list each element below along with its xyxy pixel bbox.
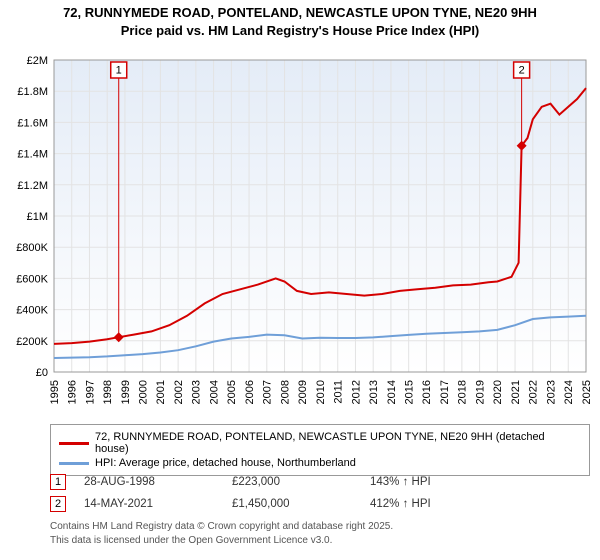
x-tick-label: 2003: [191, 380, 203, 404]
x-tick-label: 2005: [226, 380, 238, 404]
chart-title-block: 72, RUNNYMEDE ROAD, PONTELAND, NEWCASTLE…: [0, 0, 600, 41]
y-tick-label: £1.2M: [17, 180, 48, 192]
x-tick-label: 2007: [262, 380, 274, 404]
x-tick-label: 2020: [492, 380, 504, 404]
footer-line-1: Contains HM Land Registry data © Crown c…: [50, 520, 590, 534]
x-tick-label: 2012: [350, 380, 362, 404]
y-tick-label: £800K: [16, 242, 48, 254]
x-tick-label: 2006: [244, 380, 256, 404]
x-tick-label: 1995: [49, 380, 61, 404]
legend-swatch: [59, 442, 89, 445]
callout-date: 14-MAY-2021: [84, 498, 214, 510]
callout-date: 28-AUG-1998: [84, 476, 214, 488]
x-tick-label: 2009: [297, 380, 309, 404]
x-tick-label: 2021: [510, 380, 522, 404]
x-tick-label: 1999: [120, 380, 132, 404]
y-tick-label: £1.4M: [17, 149, 48, 161]
x-tick-label: 2014: [386, 380, 398, 404]
x-tick-label: 2017: [439, 380, 451, 404]
callout-pct: 143% ↑ HPI: [370, 476, 490, 488]
callout-price: £1,450,000: [232, 498, 352, 510]
x-tick-label: 2023: [545, 380, 557, 404]
x-tick-label: 2013: [368, 380, 380, 404]
footer: Contains HM Land Registry data © Crown c…: [50, 520, 590, 547]
legend-row: 72, RUNNYMEDE ROAD, PONTELAND, NEWCASTLE…: [59, 431, 581, 455]
y-tick-label: £0: [36, 367, 48, 379]
x-tick-label: 2016: [421, 380, 433, 404]
y-tick-label: £1M: [27, 211, 48, 223]
x-tick-label: 2015: [404, 380, 416, 404]
callout-table-row: 1 28-AUG-1998 £223,000 143% ↑ HPI: [50, 470, 590, 492]
y-tick-label: £1.6M: [17, 117, 48, 129]
x-tick-label: 2025: [581, 380, 593, 404]
legend: 72, RUNNYMEDE ROAD, PONTELAND, NEWCASTLE…: [50, 424, 590, 476]
callout-pct: 412% ↑ HPI: [370, 498, 490, 510]
callout-table: 1 28-AUG-1998 £223,000 143% ↑ HPI 2 14-MAY-20…: [50, 470, 590, 514]
title-line-1: 72, RUNNYMEDE ROAD, PONTELAND, NEWCASTLE…: [10, 4, 590, 22]
y-tick-label: £400K: [16, 305, 48, 317]
x-tick-label: 2002: [173, 380, 185, 404]
footer-line-2: This data is licensed under the Open Gov…: [50, 534, 590, 548]
y-tick-label: £2M: [27, 55, 48, 67]
callout-number: 2: [519, 64, 525, 76]
x-tick-label: 1998: [102, 380, 114, 404]
x-tick-label: 2011: [333, 380, 345, 404]
x-tick-label: 2010: [315, 380, 327, 404]
x-tick-label: 2022: [528, 380, 540, 404]
callout-number: 1: [116, 64, 122, 76]
line-chart: £0£200K£400K£600K£800K£1M£1.2M£1.4M£1.6M…: [50, 56, 590, 416]
legend-row: HPI: Average price, detached house, Nort…: [59, 457, 581, 469]
legend-swatch: [59, 462, 89, 465]
x-tick-label: 2019: [474, 380, 486, 404]
x-tick-label: 2004: [208, 380, 220, 404]
y-tick-label: £200K: [16, 336, 48, 348]
chart-area: £0£200K£400K£600K£800K£1M£1.2M£1.4M£1.6M…: [50, 56, 590, 416]
x-tick-label: 2018: [457, 380, 469, 404]
title-line-2: Price paid vs. HM Land Registry's House …: [10, 22, 590, 40]
y-tick-label: £600K: [16, 273, 48, 285]
x-tick-label: 2024: [563, 380, 575, 404]
x-tick-label: 2000: [138, 380, 150, 404]
x-tick-label: 2008: [279, 380, 291, 404]
callout-table-row: 2 14-MAY-2021 £1,450,000 412% ↑ HPI: [50, 492, 590, 514]
x-tick-label: 2001: [155, 380, 167, 404]
x-tick-label: 1997: [84, 380, 96, 404]
callout-table-box: 1: [50, 474, 66, 490]
callout-table-box: 2: [50, 496, 66, 512]
legend-label: HPI: Average price, detached house, Nort…: [95, 457, 356, 469]
callout-price: £223,000: [232, 476, 352, 488]
x-tick-label: 1996: [67, 380, 79, 404]
y-tick-label: £1.8M: [17, 86, 48, 98]
legend-label: 72, RUNNYMEDE ROAD, PONTELAND, NEWCASTLE…: [95, 431, 581, 455]
